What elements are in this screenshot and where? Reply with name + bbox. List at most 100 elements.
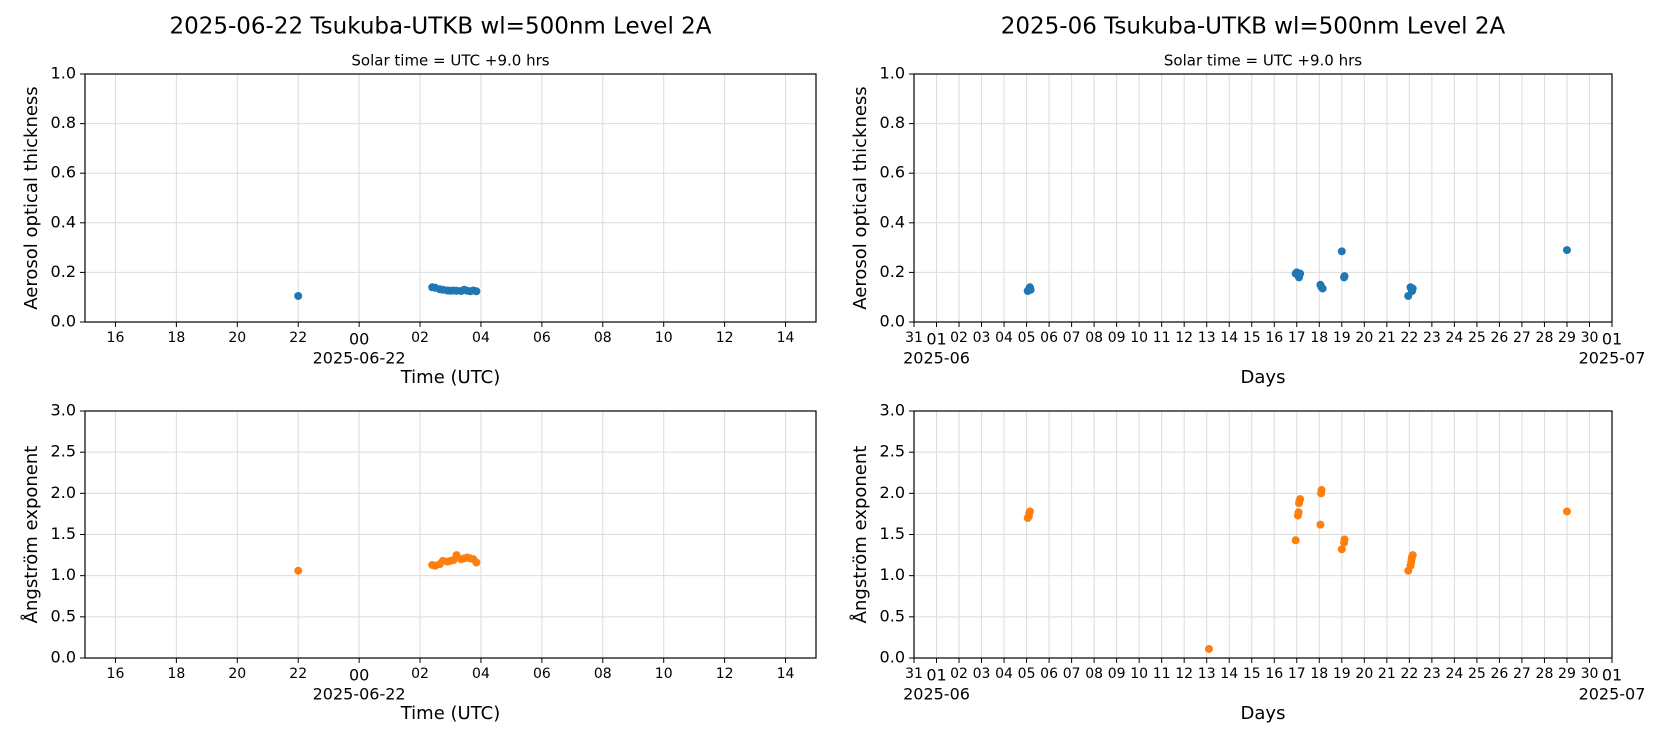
x-tick-label: 28 [1536,666,1554,682]
x-tick-label: 24 [1445,666,1463,682]
x-tick-label: 12 [716,666,734,682]
x-tick-sublabel: 2025-06-22 [313,685,406,704]
data-point [1025,507,1034,516]
x-tick-label: 31 [905,330,923,346]
x-tick-label: 00 [349,330,369,349]
x-tick-label: 02 [950,666,968,682]
data-point [1291,536,1300,545]
x-tick-label: 06 [533,666,551,682]
x-tick-label: 13 [1198,666,1216,682]
x-tick-label: 09 [1108,666,1126,682]
x-tick-label: 19 [1333,666,1351,682]
x-tick-label: 31 [905,666,923,682]
x-tick-label: 05 [1018,330,1036,346]
x-tick-label: 06 [1040,666,1058,682]
x-tick-label: 16 [1265,330,1283,346]
x-tick-label: 04 [472,330,490,346]
data-point [1296,269,1305,278]
x-tick-sublabel: 2025-06-22 [313,349,406,368]
x-tick-label: 01 [1602,666,1622,685]
data-point [1317,486,1326,495]
x-tick-label: 08 [594,666,612,682]
x-tick-label: 18 [1310,666,1328,682]
x-tick-label: 16 [107,330,125,346]
x-tick-label: 02 [950,330,968,346]
x-tick-label: 27 [1513,666,1531,682]
x-tick-label: 17 [1288,330,1306,346]
x-tick-label: 27 [1513,330,1531,346]
x-tick-label: 30 [1581,330,1599,346]
data-point [1204,644,1213,653]
x-tick-label: 07 [1063,666,1081,682]
x-tick-label: 18 [167,666,185,682]
x-tick-label: 14 [777,330,795,346]
x-tick-label: 14 [777,666,795,682]
data-point [1408,284,1417,293]
x-tick-label: 17 [1288,666,1306,682]
x-tick-label: 18 [1310,330,1328,346]
x-tick-label: 01 [926,666,946,685]
x-tick-label: 06 [533,330,551,346]
y-tick-label: 0.8 [51,113,76,132]
x-tick-label: 20 [1355,330,1373,346]
chart-title: 2025-06-22 Tsukuba-UTKB wl=500nm Level 2… [169,14,711,40]
x-tick-label: 15 [1243,666,1261,682]
x-tick-label: 22 [1400,666,1418,682]
x-tick-label: 01 [1602,330,1622,349]
y-tick-label: 0.0 [51,648,76,667]
x-tick-label: 04 [472,666,490,682]
y-tick-label: 1.0 [51,64,76,83]
x-tick-label: 13 [1198,330,1216,346]
x-tick-label: 04 [995,330,1013,346]
x-tick-label: 11 [1153,330,1171,346]
x-tick-label: 21 [1378,666,1396,682]
x-tick-label: 30 [1581,666,1599,682]
x-axis-label: Time (UTC) [400,703,501,724]
x-tick-label: 04 [995,666,1013,682]
data-point [472,558,481,567]
x-tick-label: 14 [1220,666,1238,682]
x-tick-label: 22 [1400,330,1418,346]
x-tick-label: 00 [349,666,369,685]
x-tick-sublabel: 2025-06 [903,685,970,704]
x-tick-label: 10 [1130,666,1148,682]
y-tick-label: 2.5 [880,442,905,461]
x-tick-sublabel: 2025-07 [1579,349,1646,368]
x-tick-label: 21 [1378,330,1396,346]
x-tick-label: 26 [1491,330,1509,346]
x-tick-label: 12 [716,330,734,346]
x-tick-label: 12 [1175,330,1193,346]
y-tick-label: 1.0 [51,565,76,584]
y-tick-label: 2.5 [51,442,76,461]
y-tick-label: 1.5 [880,524,905,543]
chart-subtitle: Solar time = UTC +9.0 hrs [1164,52,1362,70]
y-tick-label: 1.0 [880,565,905,584]
x-tick-label: 29 [1558,666,1576,682]
y-tick-label: 1.5 [51,524,76,543]
y-tick-label: 3.0 [51,401,76,420]
x-tick-label: 29 [1558,330,1576,346]
data-point [1408,551,1417,560]
x-tick-label: 24 [1445,330,1463,346]
x-tick-label: 22 [289,666,307,682]
x-axis-label: Days [1241,367,1286,388]
x-tick-label: 18 [167,330,185,346]
y-axis-label: Aerosol optical thickness [21,86,42,309]
x-tick-label: 20 [1355,666,1373,682]
data-point [1562,507,1571,516]
x-tick-label: 01 [926,330,946,349]
y-axis-label: Ångström exponent [20,446,42,624]
axes-frame [84,73,817,323]
y-tick-label: 0.0 [51,312,76,331]
data-point [1337,545,1346,554]
axes-frame [84,410,817,659]
x-tick-sublabel: 2025-07 [1579,685,1646,704]
y-tick-label: 0.2 [51,262,76,281]
y-tick-label: 0.4 [51,212,76,231]
x-tick-label: 08 [1085,330,1103,346]
x-axis-label: Days [1241,703,1286,724]
x-tick-label: 19 [1333,330,1351,346]
x-tick-label: 11 [1153,666,1171,682]
x-tick-label: 14 [1220,330,1238,346]
